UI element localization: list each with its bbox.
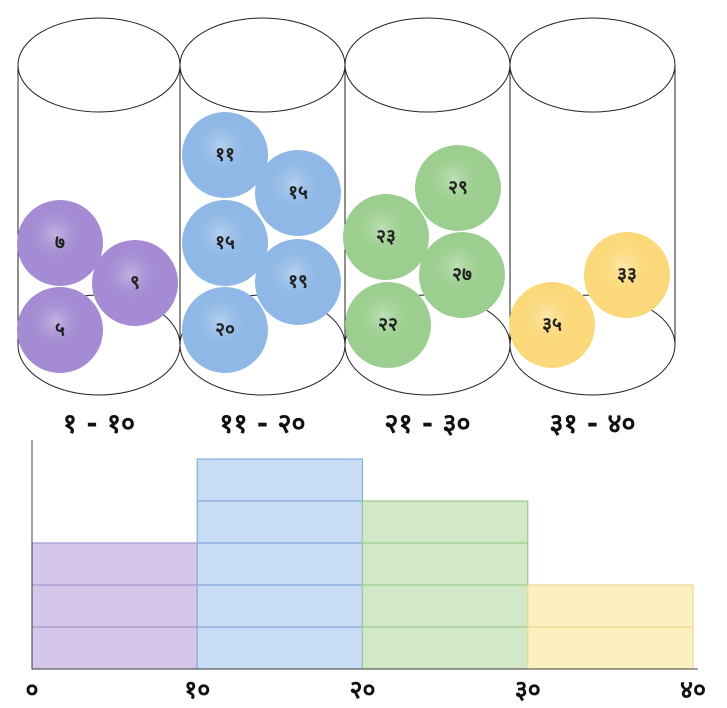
group-label: १ - १० [63,409,135,440]
ball-shine [17,200,103,286]
x-tick-label: २० [349,675,375,704]
ball-shine [345,282,431,368]
cylinder-top [509,17,676,113]
ball-label: ३३ [617,264,637,286]
ball-shine [509,282,595,368]
ball-shine [255,239,341,325]
ball-shine [419,232,505,318]
cylinder: ११ १५ १५ १९ २० [179,17,346,396]
x-tick-label: १० [184,675,210,704]
ball-label: ९ [130,272,140,294]
ball-shine [343,194,429,280]
group-label: ११ - २० [219,409,305,440]
ball-label: २९ [448,177,468,199]
ball-label: २३ [376,226,396,248]
ball-shine [182,112,268,198]
ball-shine [415,145,501,231]
ball-label: १५ [288,182,308,204]
ball-shine [584,232,670,318]
ball-shine [182,200,268,286]
x-tick-label: ० [25,675,38,704]
cylinder: ३३ ३५ [509,17,676,396]
ball-label: २७ [452,264,472,286]
histogram-bar [196,458,364,670]
cylinder-top [179,17,346,113]
ball-label: ७ [55,232,65,254]
x-tick-label: ३० [515,675,541,704]
x-tick-label: ४० [680,675,706,704]
cylinder: ७ ९ ५ [17,17,181,396]
group-label: ३१ - ४० [549,409,635,440]
ball-label: ३५ [542,314,562,336]
ball-shine [255,150,341,236]
ball-shine [182,287,268,373]
ball-label: १५ [215,232,235,254]
group-label: २१ - ३० [384,409,470,440]
cylinder-top [17,17,181,113]
cylinder: २३ २९ २७ २२ [343,17,511,396]
ball-label: ११ [215,144,235,166]
histogram-bar [31,542,198,670]
ball-label: २२ [378,314,398,336]
ball-shine [92,240,178,326]
ball-label: १९ [288,271,308,293]
ball-label: ५ [55,319,65,341]
ball-shine [17,287,103,373]
cylinder-top [344,17,511,113]
ball-label: २० [215,319,235,341]
